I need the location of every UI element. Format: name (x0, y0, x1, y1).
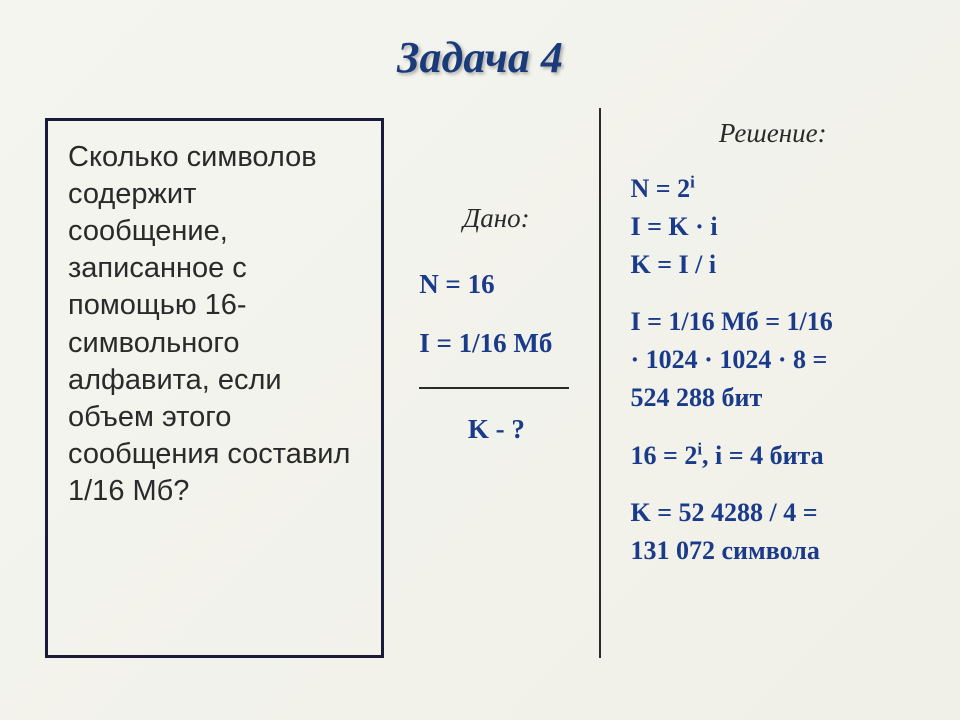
formula-n: N = 2i (631, 171, 916, 206)
calc1-block: I = 1/16 Мб = 1/16 · 1024 · 1024 · 8 = 5… (631, 304, 916, 415)
solution-section: Решение: N = 2i I = K · i K = I / i I = … (626, 118, 916, 658)
horizontal-divider (419, 387, 569, 389)
calc2-line: 16 = 2i, i = 4 бита (631, 438, 916, 473)
vertical-divider (599, 108, 601, 658)
calc3-block: K = 52 4288 / 4 = 131 072 символа (631, 495, 916, 568)
calc3-line2: 131 072 символа (631, 533, 916, 568)
given-i: I = 1/16 Мб (419, 328, 573, 359)
given-n: N = 16 (419, 269, 573, 300)
given-label: Дано: (419, 203, 573, 234)
problem-text: Сколько символов содержит сообщение, зап… (68, 139, 361, 510)
find-k: K - ? (419, 414, 573, 445)
calc1-line1: I = 1/16 Мб = 1/16 (631, 304, 916, 339)
formula-k: K = I / i (631, 247, 916, 282)
solution-label: Решение: (631, 118, 916, 149)
calc2-block: 16 = 2i, i = 4 бита (631, 438, 916, 473)
formula-i: I = K · i (631, 209, 916, 244)
content-area: Сколько символов содержит сообщение, зап… (0, 118, 960, 658)
calc3-line1: K = 52 4288 / 4 = (631, 495, 916, 530)
given-section: Дано: N = 16 I = 1/16 Мб K - ? (409, 118, 573, 658)
calc1-line3: 524 288 бит (631, 380, 916, 415)
calc1-line2: · 1024 · 1024 · 8 = (631, 342, 916, 377)
slide-title: Задача 4 (0, 0, 960, 83)
formula-block: N = 2i I = K · i K = I / i (631, 171, 916, 282)
problem-box: Сколько символов содержит сообщение, зап… (45, 118, 384, 658)
